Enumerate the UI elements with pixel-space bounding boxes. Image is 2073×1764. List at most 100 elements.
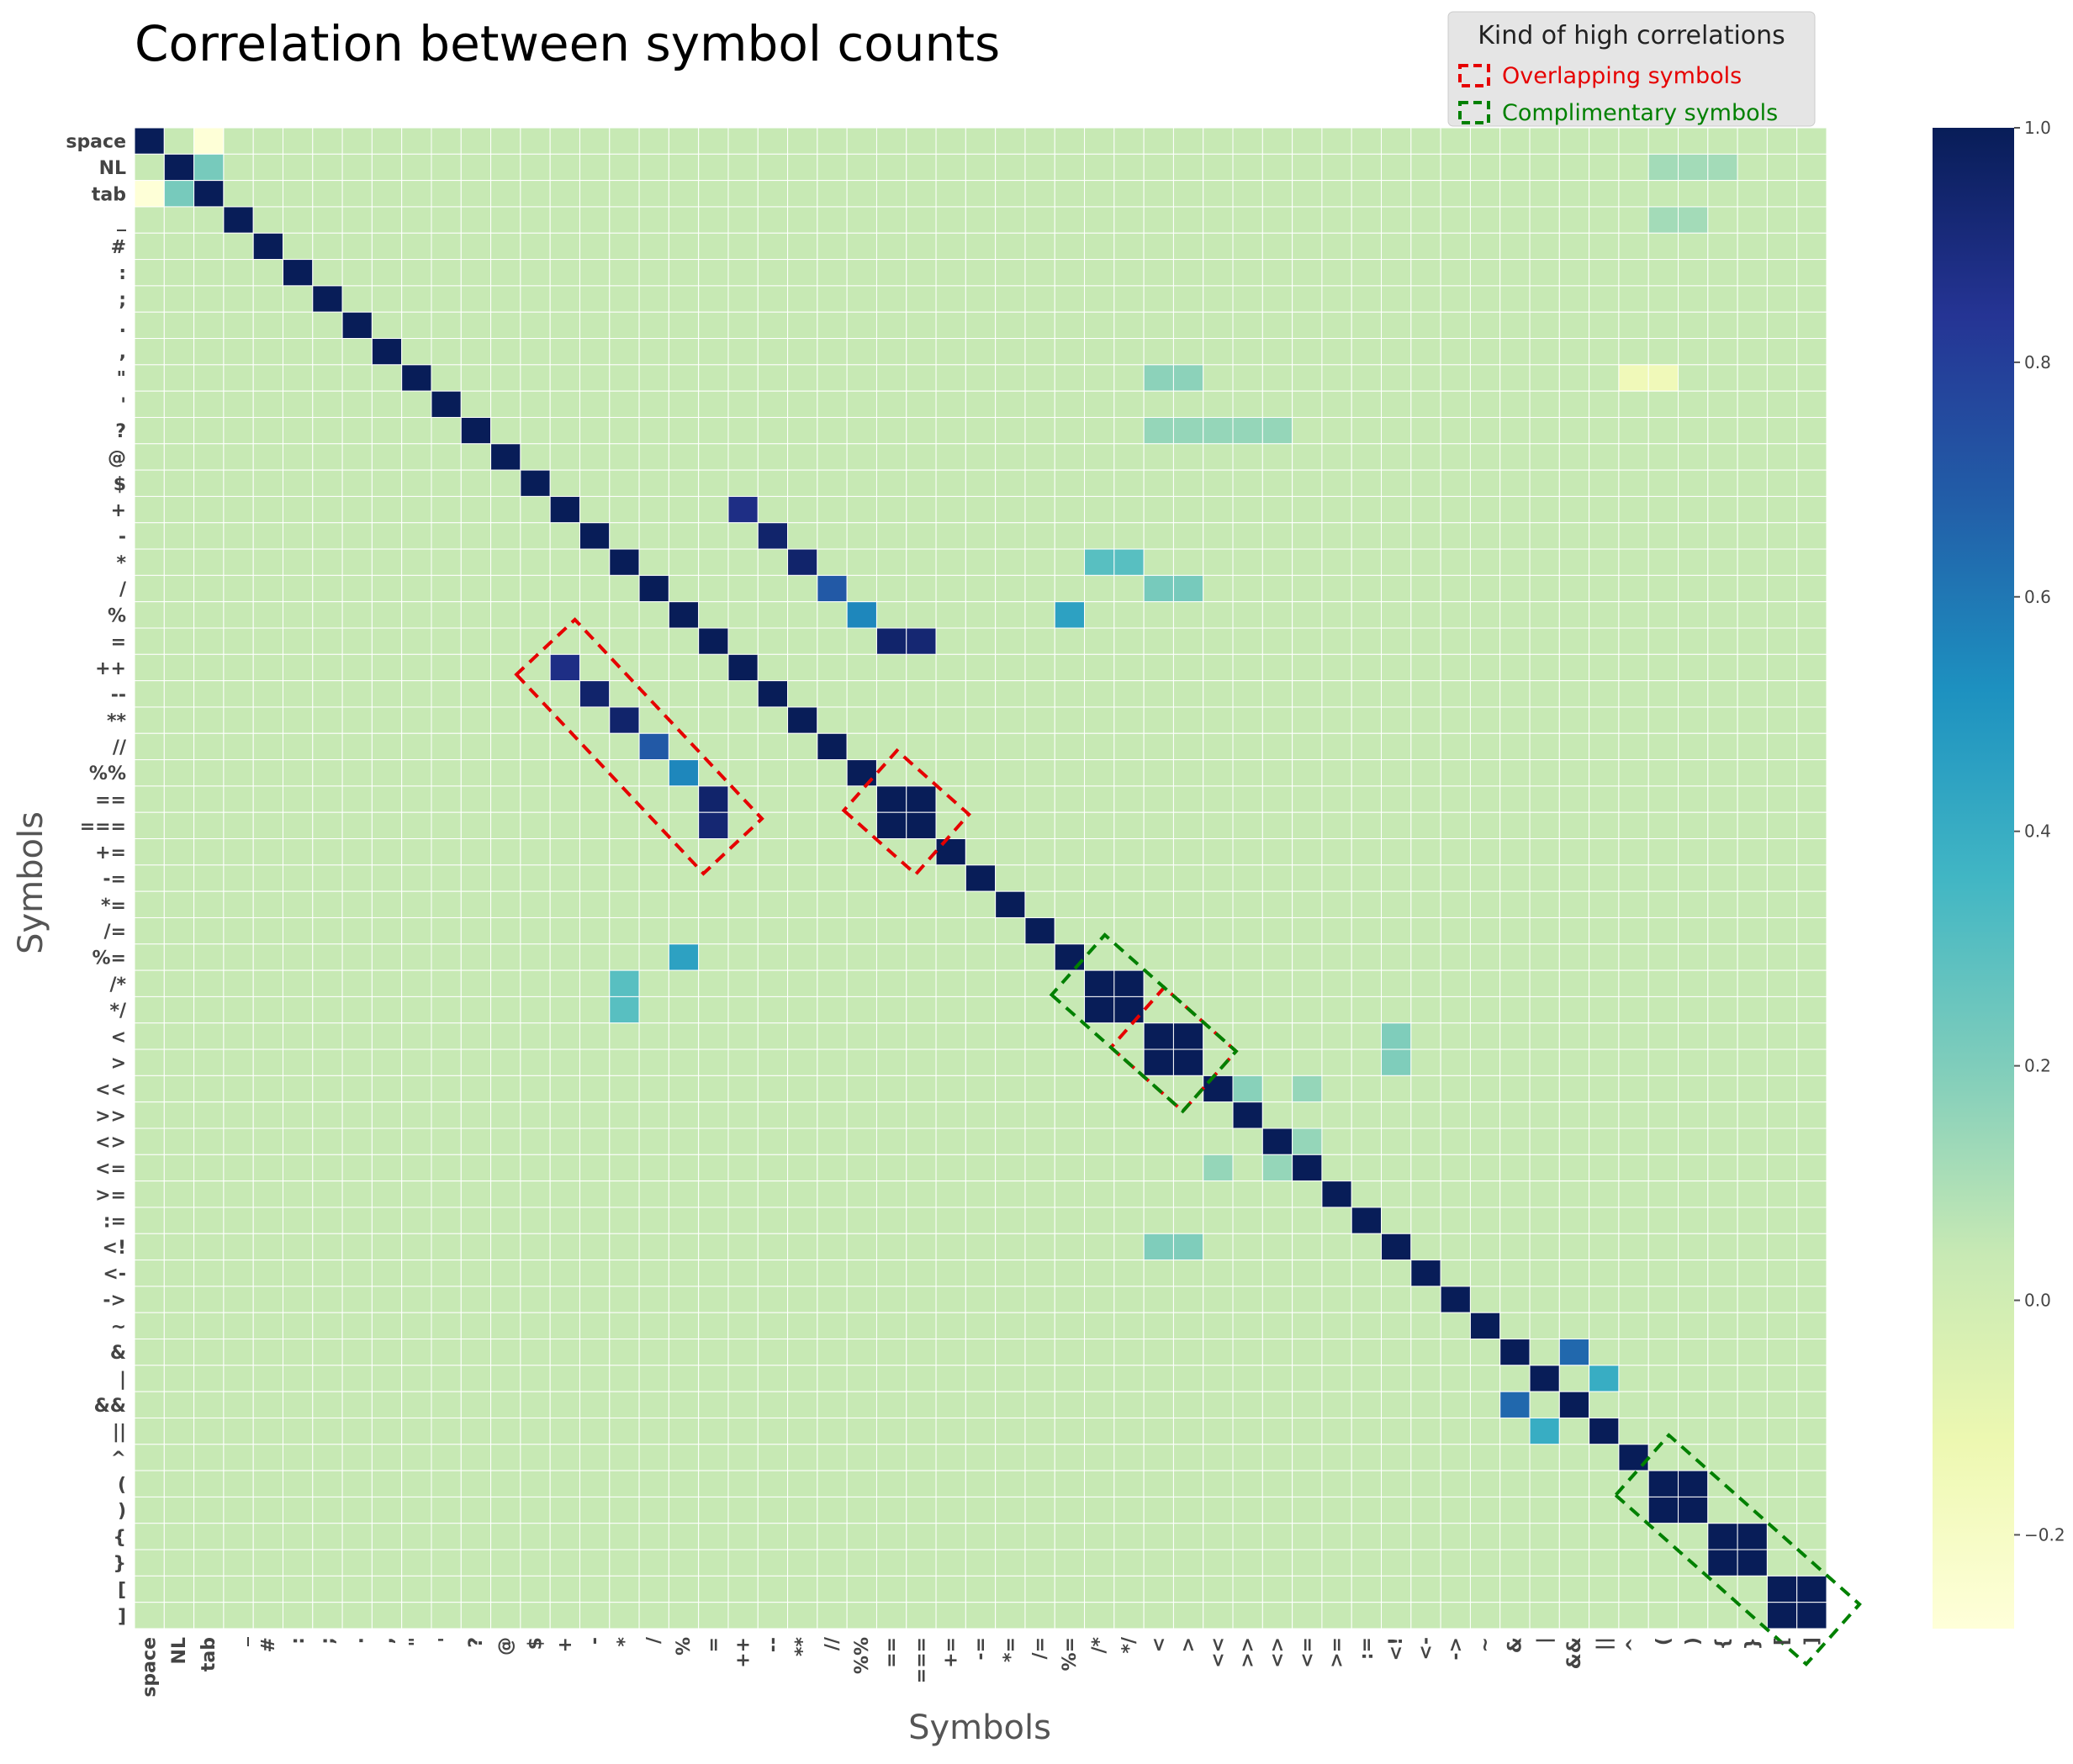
- heatmap-cell: [282, 338, 314, 366]
- heatmap-cell: [1113, 811, 1145, 840]
- heatmap-cell: [1796, 1523, 1827, 1550]
- heatmap-cell: [193, 916, 225, 945]
- heatmap-cell: [1143, 706, 1174, 734]
- heatmap-cell: [579, 1154, 611, 1182]
- heatmap-cell: [1766, 1022, 1798, 1050]
- heatmap-cell: [252, 153, 283, 182]
- heatmap-cell: [846, 996, 877, 1024]
- heatmap-cell: [549, 1549, 580, 1577]
- heatmap-cell: [1647, 390, 1679, 418]
- heatmap-cell: [698, 443, 729, 471]
- heatmap-cell: [1261, 1417, 1293, 1445]
- heatmap-cell: [490, 1154, 521, 1182]
- heatmap-cell: [371, 759, 403, 787]
- heatmap-cell: [875, 522, 907, 550]
- heatmap-cell: [1351, 390, 1383, 418]
- heatmap-cell: [1232, 1207, 1263, 1234]
- heatmap-cell: [1766, 890, 1798, 918]
- heatmap-cell: [1558, 180, 1590, 208]
- heatmap-cell: [906, 443, 937, 471]
- heatmap-cell: [1440, 1365, 1471, 1392]
- heatmap-cell: [1321, 916, 1352, 945]
- heatmap-cell: [1499, 364, 1531, 392]
- heatmap-cell: [1707, 364, 1738, 392]
- heatmap-cell: [846, 1444, 877, 1471]
- heatmap-cell: [1261, 890, 1293, 918]
- heatmap-cell: [668, 1286, 700, 1313]
- heatmap-cell: [1618, 153, 1649, 182]
- heatmap-cell: [1292, 1048, 1323, 1076]
- heatmap-cell: [668, 1391, 700, 1418]
- heatmap-cell: [579, 311, 611, 340]
- heatmap-cell: [727, 1101, 759, 1129]
- heatmap-cell: [1796, 1260, 1827, 1287]
- heatmap-cell: [252, 996, 283, 1024]
- heatmap-cell: [875, 180, 907, 208]
- heatmap-cell: [1529, 1365, 1560, 1392]
- heatmap-cell: [817, 390, 848, 418]
- heatmap-cell: [1410, 259, 1441, 287]
- heatmap-cell: [1024, 390, 1055, 418]
- heatmap-cell: [1766, 680, 1798, 708]
- heatmap-cell: [223, 574, 254, 603]
- heatmap-cell: [223, 1417, 254, 1445]
- heatmap-cell: [1618, 338, 1649, 366]
- heatmap-cell: [549, 1444, 580, 1471]
- heatmap-cell: [1203, 574, 1234, 603]
- heatmap-cell: [935, 1286, 966, 1313]
- heatmap-cell: [995, 732, 1026, 761]
- heatmap-cell: [1321, 364, 1352, 392]
- heatmap-cell: [1381, 1391, 1412, 1418]
- heatmap-cell: [163, 1101, 195, 1129]
- heatmap-cell: [490, 1575, 521, 1603]
- heatmap-cell: [1707, 1391, 1738, 1418]
- heatmap-cell: [995, 522, 1026, 550]
- heatmap-cell: [1440, 627, 1471, 655]
- heatmap-cell: [134, 1391, 165, 1418]
- heatmap-cell: [223, 259, 254, 287]
- heatmap-cell: [1618, 548, 1649, 576]
- heatmap-cell: [1558, 732, 1590, 761]
- heatmap-cell: [1647, 785, 1679, 813]
- heatmap-cell: [609, 285, 640, 313]
- heatmap-cell: [906, 1417, 937, 1445]
- heatmap-cell: [1054, 232, 1086, 261]
- heatmap-cell: [638, 1180, 669, 1208]
- heatmap-cell: [698, 548, 729, 576]
- heatmap-cell: [817, 285, 848, 313]
- heatmap-cell: [727, 1207, 759, 1234]
- heatmap-cell: [1440, 1207, 1471, 1234]
- heatmap-cell: [727, 1602, 759, 1629]
- heatmap-cell: [817, 364, 848, 392]
- heatmap-cell: [757, 601, 789, 629]
- heatmap-cell: [341, 548, 373, 576]
- heatmap-cell: [698, 1523, 729, 1550]
- heatmap-cell: [846, 916, 877, 945]
- heatmap-cell: [875, 390, 907, 418]
- heatmap-cell: [727, 838, 759, 866]
- heatmap-cell: [1261, 1075, 1293, 1103]
- heatmap-cell: [846, 969, 877, 997]
- x-tick-label: *=: [1000, 1637, 1021, 1662]
- heatmap-cell: [757, 1339, 789, 1366]
- heatmap-cell: [431, 1470, 462, 1497]
- heatmap-cell: [1647, 943, 1679, 971]
- heatmap-cell: [431, 1523, 462, 1550]
- heatmap-cell: [490, 1365, 521, 1392]
- heatmap-cell: [1292, 1312, 1323, 1340]
- heatmap-cell: [341, 522, 373, 550]
- heatmap-cell: [1024, 364, 1055, 392]
- heatmap-cell: [1261, 416, 1293, 445]
- heatmap-cell: [875, 890, 907, 918]
- heatmap-cell: [668, 706, 700, 734]
- heatmap-cell: [1499, 206, 1531, 234]
- heatmap-cell: [1024, 1207, 1055, 1234]
- heatmap-cell: [609, 838, 640, 866]
- heatmap-cell: [1172, 338, 1204, 366]
- heatmap-cell: [727, 1286, 759, 1313]
- heatmap-cell: [1381, 232, 1412, 261]
- heatmap-cell: [757, 864, 789, 892]
- heatmap-cell: [1024, 495, 1055, 524]
- heatmap-cell: [490, 522, 521, 550]
- heatmap-cell: [698, 601, 729, 629]
